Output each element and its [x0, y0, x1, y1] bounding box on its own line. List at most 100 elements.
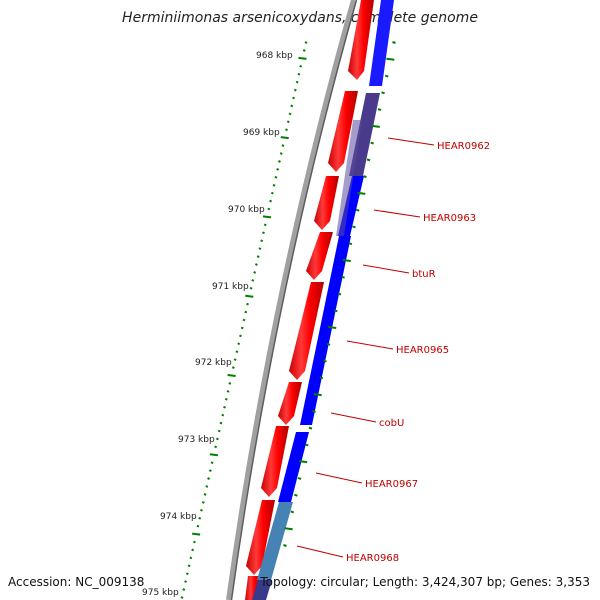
gene-label-btur[interactable]: btuR — [412, 269, 436, 280]
inner-scale-tick — [312, 409, 316, 413]
scale-major-tick — [227, 374, 236, 377]
scale-minor-tick — [201, 500, 205, 504]
scale-label-970: 970 kbp — [228, 205, 265, 215]
inner-scale-tick — [319, 376, 324, 380]
scale-minor-tick — [288, 112, 292, 116]
gene-forward-7[interactable] — [261, 426, 289, 497]
scale-minor-tick — [286, 120, 290, 124]
scale-minor-tick — [208, 469, 212, 473]
inner-scale-tick — [323, 359, 327, 363]
scale-minor-tick — [226, 389, 230, 393]
inner-scale-tick — [384, 74, 389, 78]
inner-scale-tick — [308, 426, 313, 430]
scale-major-tick — [298, 56, 307, 60]
scale-minor-tick — [299, 64, 303, 68]
inner-scale-tick — [337, 292, 342, 296]
gene-reverse-1[interactable] — [369, 0, 394, 86]
reverse-strand-genes — [252, 0, 394, 600]
inner-scale-tick — [341, 275, 345, 279]
scale-minor-tick — [223, 405, 226, 409]
scale-minor-tick — [192, 540, 196, 544]
scale-minor-tick — [242, 318, 246, 322]
scale-minor-tick — [304, 41, 308, 44]
gene-reverse-7[interactable] — [252, 580, 272, 600]
inner-scale-tick — [294, 493, 298, 497]
scale-major-tick — [209, 453, 219, 457]
gene-forward-5[interactable] — [289, 282, 324, 380]
gene-forward-3[interactable] — [314, 176, 339, 230]
inner-scale-tick — [377, 108, 382, 112]
scale-label-975: 975 kbp — [142, 588, 179, 598]
scale-minor-tick — [233, 358, 237, 362]
gene-label-hear0963[interactable]: HEAR0963 — [423, 213, 476, 224]
scale-minor-tick — [262, 231, 265, 235]
scale-major-tick — [245, 294, 254, 298]
scale-labels: 968 kbp 969 kbp 970 kbp 971 kbp 972 kbp … — [142, 51, 293, 598]
scale-minor-tick — [205, 485, 209, 488]
genome-backbone — [226, 0, 357, 600]
scale-minor-tick — [239, 334, 242, 338]
scale-major-tick — [262, 215, 272, 219]
inner-scale-tick — [386, 57, 395, 61]
scale-minor-tick — [187, 564, 191, 568]
scale-minor-tick — [215, 437, 219, 441]
gene-forward-4[interactable] — [306, 232, 333, 280]
scale-minor-tick — [279, 152, 283, 155]
scale-minor-tick — [200, 508, 203, 512]
scale-ticks — [180, 41, 396, 599]
scale-minor-tick — [293, 88, 297, 92]
scale-minor-tick — [302, 49, 306, 52]
scale-major-tick — [192, 532, 201, 536]
forward-strand-genes — [245, 0, 374, 600]
scale-minor-tick — [180, 596, 184, 599]
scale-minor-tick — [267, 207, 271, 211]
scale-minor-tick — [277, 160, 281, 163]
gene-forward-2[interactable] — [328, 91, 358, 172]
inner-scale-tick — [304, 443, 309, 447]
gene-reverse-5[interactable] — [278, 432, 309, 502]
gene-forward-1[interactable] — [348, 0, 374, 80]
inner-scale-tick — [366, 158, 371, 162]
inner-scale-tick — [355, 208, 360, 212]
gene-label-hear0967[interactable]: HEAR0967 — [365, 479, 418, 490]
inner-scale-tick — [381, 91, 385, 95]
gene-label-hear0968[interactable]: HEAR0968 — [346, 553, 399, 564]
scale-minor-tick — [182, 588, 186, 591]
gene-label-cobu[interactable]: cobU — [379, 418, 404, 429]
scale-minor-tick — [185, 572, 189, 576]
scale-minor-tick — [276, 167, 280, 171]
scale-minor-tick — [217, 429, 221, 433]
gene-forward-8[interactable] — [246, 500, 275, 575]
scale-minor-tick — [249, 286, 253, 290]
inner-scale-tick — [334, 309, 338, 313]
accession-text: Accession: NC_009138 — [8, 575, 145, 589]
scale-minor-tick — [274, 175, 278, 179]
gene-reverse-6[interactable] — [257, 502, 293, 580]
inner-scale-tick — [371, 124, 380, 128]
topology-text: Topology: circular; Length: 3,424,307 bp… — [260, 575, 590, 589]
scale-minor-tick — [237, 342, 241, 346]
scale-minor-tick — [240, 326, 244, 330]
inner-scale-tick — [342, 258, 351, 262]
scale-minor-tick — [272, 183, 276, 187]
gene-forward-6[interactable] — [278, 382, 302, 425]
inner-scale-tick — [348, 242, 353, 246]
scale-minor-tick — [228, 382, 232, 385]
gene-reverse-2[interactable] — [349, 93, 380, 176]
inner-scale-tick — [357, 191, 366, 195]
scale-label-971: 971 kbp — [212, 282, 249, 292]
scale-minor-tick — [191, 548, 195, 552]
inner-scale-tick — [392, 41, 396, 44]
scale-minor-tick — [290, 104, 294, 108]
gene-reverse-4[interactable] — [300, 236, 351, 425]
scale-minor-tick — [244, 310, 248, 314]
gene-label-hear0962[interactable]: HEAR0962 — [437, 141, 490, 152]
scale-minor-tick — [196, 524, 200, 528]
scale-minor-tick — [246, 302, 249, 306]
scale-major-tick — [280, 136, 289, 140]
inner-scale-tick — [363, 175, 367, 179]
gene-label-hear0965[interactable]: HEAR0965 — [396, 345, 449, 356]
inner-scale-tick — [284, 527, 293, 531]
genome-backbone-shadow — [230, 0, 358, 600]
